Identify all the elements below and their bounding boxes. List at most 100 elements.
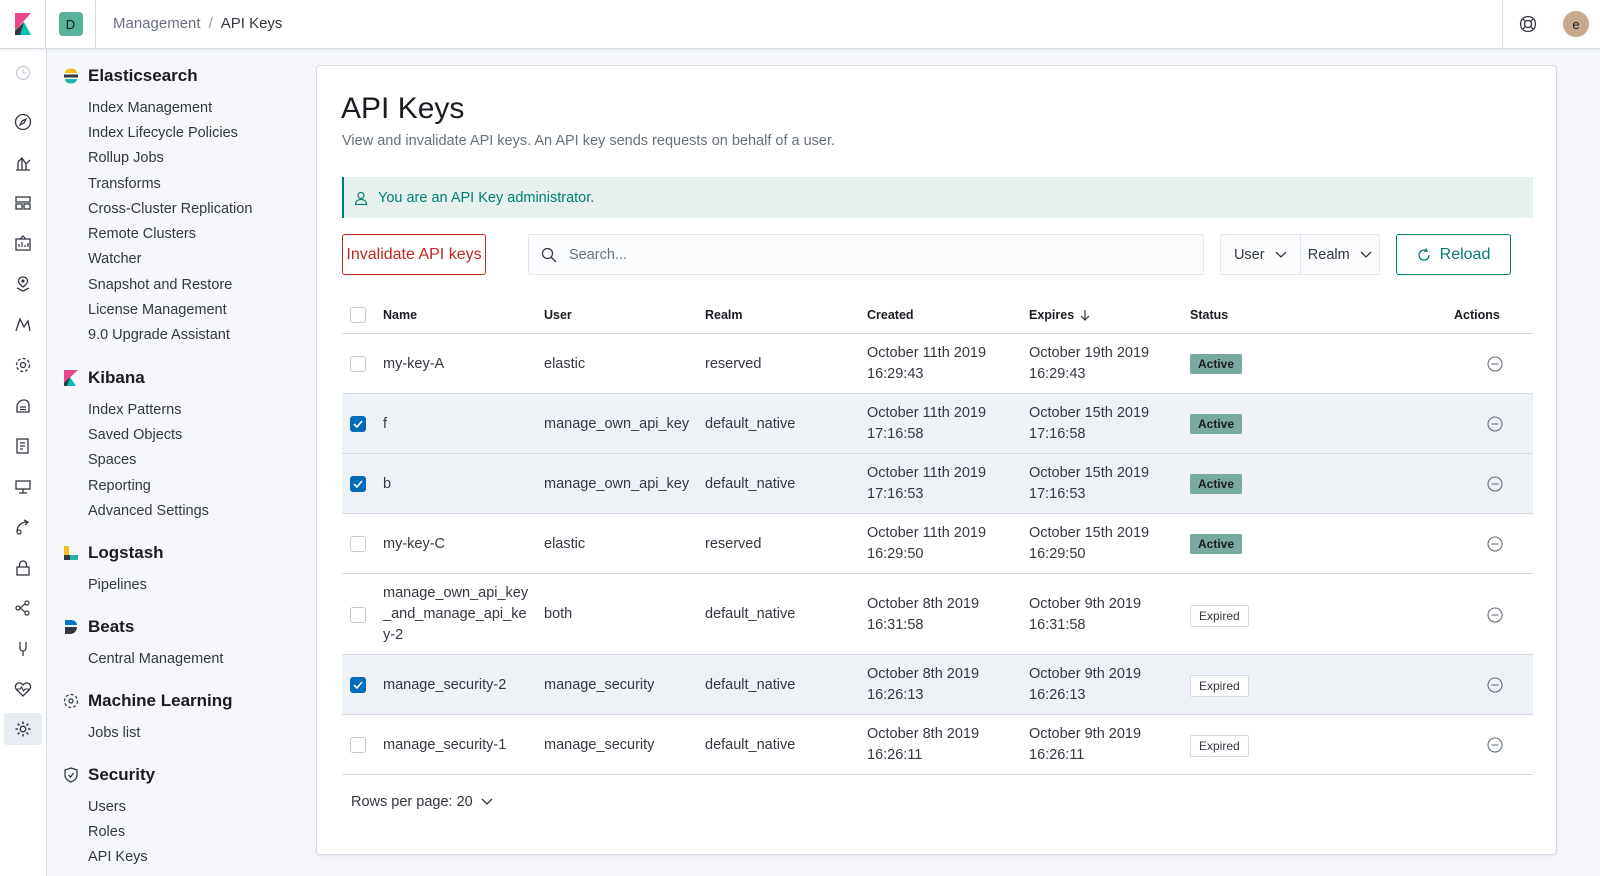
row-checkbox[interactable] — [350, 677, 366, 693]
nav-item-spaces[interactable]: Spaces — [88, 452, 137, 468]
user-menu[interactable]: e — [1552, 0, 1600, 48]
cell-created-line: 17:16:58 — [867, 426, 924, 442]
dashboard-icon[interactable] — [12, 192, 34, 214]
check-icon — [353, 420, 363, 428]
nav-item-rollup-jobs[interactable]: Rollup Jobs — [88, 150, 164, 166]
invalidate-row-button[interactable] — [1487, 737, 1503, 753]
row-checkbox[interactable] — [350, 536, 366, 552]
nav-item-index-management[interactable]: Index Management — [88, 100, 213, 116]
nav-item-users[interactable]: Users — [88, 799, 126, 815]
cell-expires-line: October 15th 2019 — [1029, 525, 1150, 541]
search-input[interactable] — [569, 246, 1169, 263]
table-row: manage_security-1 manage_security default_… — [342, 715, 1533, 775]
nav-group-beats: Beats — [63, 617, 134, 637]
invalidate-row-button[interactable] — [1487, 677, 1503, 693]
nav-group-title-text: Logstash — [88, 543, 164, 562]
infrastructure-icon[interactable] — [12, 354, 34, 376]
breadcrumb-management[interactable]: Management — [113, 15, 201, 32]
cell-created-line: October 8th 2019 — [867, 666, 980, 682]
realm-filter-button[interactable]: Realm — [1299, 235, 1380, 274]
user-filter-button[interactable]: User — [1221, 235, 1300, 274]
rows-per-page-label: Rows per page: 20 — [351, 794, 473, 810]
invalidate-row-button[interactable] — [1487, 606, 1503, 623]
nav-item-reporting[interactable]: Reporting — [88, 478, 151, 494]
column-header-status[interactable]: Status — [1190, 308, 1229, 322]
nav-item-upgrade-assistant[interactable]: 9.0 Upgrade Assistant — [88, 327, 230, 343]
nav-item-index-patterns[interactable]: Index Patterns — [88, 402, 182, 418]
graph-icon[interactable] — [12, 597, 34, 619]
row-checkbox[interactable] — [350, 476, 366, 492]
cell-user: manage_security — [544, 675, 654, 696]
nav-item-watcher[interactable]: Watcher — [88, 251, 142, 267]
siem-icon[interactable] — [12, 516, 34, 538]
nav-item-api-keys[interactable]: API Keys — [88, 849, 148, 865]
cell-realm: reserved — [705, 534, 761, 555]
management-gear-icon[interactable] — [12, 718, 34, 740]
table-body: my-key-A elastic reserved October 11th 2019… — [342, 334, 1533, 775]
invalidate-row-button[interactable] — [1487, 476, 1503, 492]
beats-icon — [65, 620, 77, 634]
row-checkbox[interactable] — [350, 737, 366, 753]
table-row: my-key-A elastic reserved October 11th 2019… — [342, 334, 1533, 394]
cell-expires-line: October 15th 2019 — [1029, 465, 1150, 481]
dev-tools-icon[interactable] — [12, 638, 34, 660]
kibana-logo[interactable] — [0, 0, 46, 48]
column-header-created[interactable]: Created — [867, 308, 914, 322]
cell-created-line: October 11th 2019 — [867, 405, 987, 421]
nav-item-roles[interactable]: Roles — [88, 824, 126, 840]
nav-item-advanced-settings[interactable]: Advanced Settings — [88, 503, 209, 519]
cell-created: October 11th 2019 17:16:58 — [867, 403, 986, 445]
maps-icon[interactable] — [12, 273, 34, 295]
invalidate-row-button[interactable] — [1487, 536, 1503, 552]
nav-item-cross-cluster-replication[interactable]: Cross-Cluster Replication — [88, 201, 253, 217]
apm-icon[interactable] — [12, 435, 34, 457]
column-header-actions: Actions — [1454, 308, 1500, 322]
refresh-icon — [1418, 247, 1430, 261]
nav-group-title-text: Security — [88, 765, 156, 784]
user-avatar: e — [1563, 11, 1589, 37]
nav-item-snapshot-and-restore[interactable]: Snapshot and Restore — [88, 277, 233, 293]
search-field[interactable] — [528, 234, 1204, 275]
nav-item-license-management[interactable]: License Management — [88, 302, 227, 318]
check-icon — [353, 681, 363, 689]
column-header-realm[interactable]: Realm — [705, 308, 743, 322]
stack-monitoring-icon[interactable] — [12, 679, 34, 701]
nav-item-index-lifecycle-policies[interactable]: Index Lifecycle Policies — [88, 125, 238, 141]
invalidate-row-button[interactable] — [1487, 416, 1503, 432]
row-checkbox[interactable] — [350, 416, 366, 432]
nav-item-remote-clusters[interactable]: Remote Clusters — [88, 226, 196, 242]
column-header-user[interactable]: User — [544, 308, 572, 322]
nav-item-pipelines[interactable]: Pipelines — [88, 577, 147, 593]
row-checkbox[interactable] — [350, 356, 366, 372]
row-checkbox[interactable] — [350, 606, 366, 623]
nav-item-transforms[interactable]: Transforms — [88, 176, 161, 192]
discover-icon[interactable] — [12, 111, 34, 133]
nav-group-title-text: Elasticsearch — [88, 66, 198, 85]
cell-name-line: _and_manage_api_ke — [383, 606, 527, 622]
uptime-icon[interactable] — [12, 476, 34, 498]
nav-item-central-management[interactable]: Central Management — [88, 651, 224, 667]
select-all-checkbox[interactable] — [350, 307, 366, 323]
nav-item-saved-objects[interactable]: Saved Objects — [88, 427, 183, 443]
rows-per-page-button[interactable]: Rows per page: 20 — [351, 794, 493, 810]
invalidate-row-button[interactable] — [1487, 356, 1503, 372]
ml-icon[interactable] — [12, 313, 34, 335]
nav-item-jobs-list[interactable]: Jobs list — [88, 725, 141, 741]
lock-icon[interactable] — [12, 557, 34, 579]
cell-name: manage_own_api_key _and_manage_api_ke y-2 — [383, 583, 528, 646]
recent-icon[interactable] — [12, 62, 34, 84]
column-header-expires[interactable]: Expires — [1029, 308, 1091, 322]
cell-realm-line: default_native — [705, 736, 796, 753]
page-title: API Keys — [341, 92, 465, 125]
space-selector[interactable]: D — [46, 0, 96, 48]
reload-button[interactable]: Reload — [1396, 234, 1511, 275]
logs-icon[interactable] — [12, 395, 34, 417]
visualize-icon[interactable] — [12, 152, 34, 174]
canvas-icon[interactable] — [12, 233, 34, 255]
cell-name-line: my-key-A — [383, 355, 445, 372]
kibana-icon — [64, 370, 78, 386]
cell-expires-line: 17:16:53 — [1029, 486, 1086, 502]
column-header-name[interactable]: Name — [383, 308, 418, 322]
help-button[interactable] — [1502, 0, 1552, 48]
invalidate-api-keys-button[interactable]: Invalidate API keys — [342, 234, 486, 275]
